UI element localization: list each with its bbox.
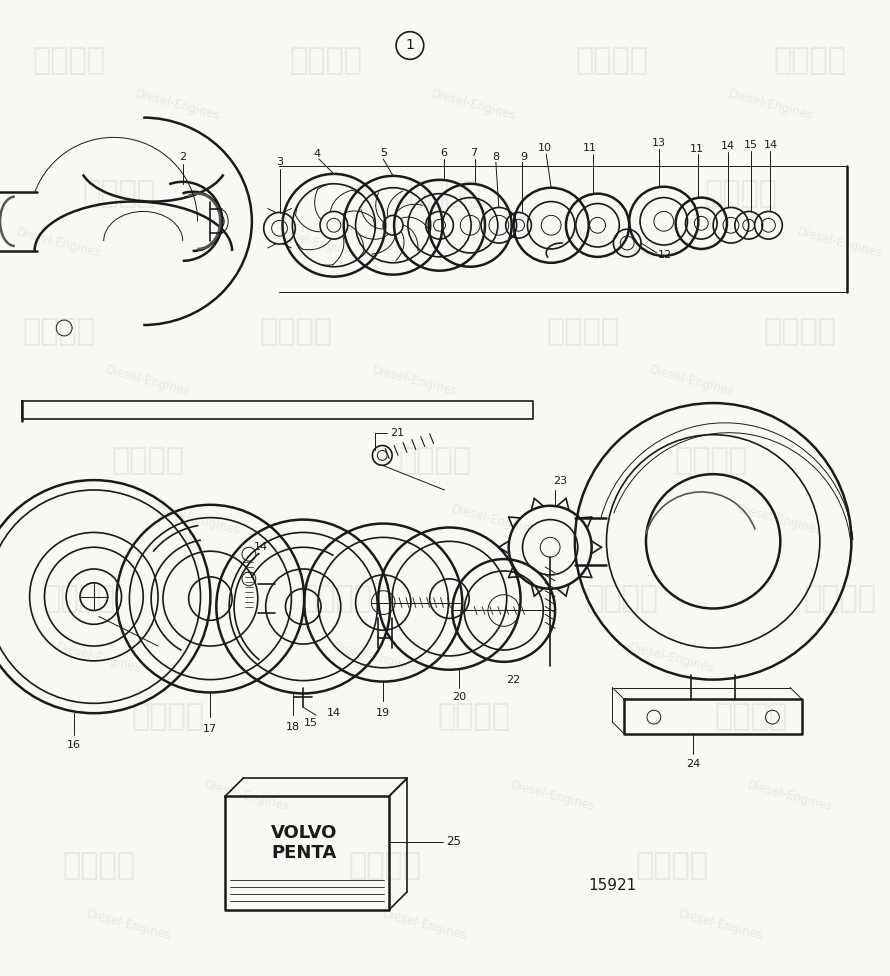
Text: 聚发动力: 聚发动力 [260,317,333,346]
Text: 聚发动力: 聚发动力 [82,180,155,208]
Text: 聚发动力: 聚发动力 [132,703,205,732]
Text: 8: 8 [492,152,499,162]
Text: Diesel-Engines: Diesel-Engines [381,907,469,942]
Text: Diesel-Engines: Diesel-Engines [627,640,716,675]
Text: 11: 11 [583,143,596,153]
Text: 聚发动力: 聚发动力 [586,584,659,613]
Text: 24: 24 [686,758,700,768]
Text: 聚发动力: 聚发动力 [576,46,649,75]
Text: 25: 25 [446,835,461,848]
Text: 聚发动力: 聚发动力 [714,703,787,732]
Text: 聚发动力: 聚发动力 [704,180,777,208]
Text: Diesel-Engines: Diesel-Engines [677,907,765,942]
Text: 10: 10 [538,143,552,153]
Text: Diesel-Engines: Diesel-Engines [15,225,103,261]
Text: 18: 18 [287,722,301,732]
Text: Diesel-Engines: Diesel-Engines [154,502,241,537]
Text: 聚发动力: 聚发动力 [398,446,471,475]
Text: 3: 3 [276,157,283,167]
Text: 19: 19 [376,709,391,718]
Text: 7: 7 [471,148,478,158]
Text: 聚发动力: 聚发动力 [289,46,362,75]
Text: 15921: 15921 [588,877,636,893]
Text: 1: 1 [406,38,415,53]
Text: 聚发动力: 聚发动力 [111,446,184,475]
Text: 14: 14 [764,141,778,150]
Text: 聚发动力: 聚发动力 [764,317,837,346]
Text: 11: 11 [690,144,703,154]
Text: 聚发动力: 聚发动力 [33,46,106,75]
Text: 聚发动力: 聚发动力 [349,851,422,879]
Text: Diesel-Engines: Diesel-Engines [509,779,597,814]
Text: Diesel-Engines: Diesel-Engines [647,364,735,399]
Text: Diesel-Engines: Diesel-Engines [85,907,173,942]
Text: Diesel-Engines: Diesel-Engines [104,364,192,399]
Text: 14: 14 [721,142,735,151]
Text: 17: 17 [203,724,217,734]
Text: 聚发动力: 聚发动力 [803,584,876,613]
Text: 16: 16 [67,740,81,750]
Text: Diesel-Engines: Diesel-Engines [55,640,142,675]
Text: 9: 9 [520,152,527,162]
Text: 6: 6 [440,148,447,158]
Text: 聚发动力: 聚发动力 [299,584,372,613]
Text: 4: 4 [313,149,320,159]
Text: Diesel-Engines: Diesel-Engines [430,87,518,122]
Text: Diesel-Engines: Diesel-Engines [569,225,656,261]
Text: Diesel-Engines: Diesel-Engines [736,502,824,537]
Text: 21: 21 [390,427,404,437]
Text: Diesel-Engines: Diesel-Engines [450,502,538,537]
Text: 22: 22 [506,674,521,684]
Text: 聚发动力: 聚发动力 [675,446,748,475]
Text: 2: 2 [179,152,186,162]
Text: Diesel-Engines: Diesel-Engines [134,87,222,122]
Text: 聚发动力: 聚发动力 [773,46,846,75]
Text: Diesel-Engines: Diesel-Engines [272,225,360,261]
Text: Diesel-Engines: Diesel-Engines [726,87,814,122]
Text: 聚发动力: 聚发动力 [23,317,96,346]
Text: 15: 15 [304,718,318,728]
Text: Diesel-Engines: Diesel-Engines [331,640,419,675]
Text: 聚发动力: 聚发动力 [62,851,135,879]
Text: Diesel-Engines: Diesel-Engines [796,225,884,261]
Text: 20: 20 [452,692,466,703]
Text: Diesel-Engines: Diesel-Engines [203,779,291,814]
Text: VOLVO
PENTA: VOLVO PENTA [271,824,337,862]
Text: 聚发动力: 聚发动力 [635,851,708,879]
Text: 14: 14 [254,543,268,552]
Text: 聚发动力: 聚发动力 [546,317,619,346]
Text: 15: 15 [744,141,757,150]
Text: 聚发动力: 聚发动力 [438,703,511,732]
Text: Diesel-Engines: Diesel-Engines [371,364,458,399]
Text: 聚发动力: 聚发动力 [43,584,116,613]
Text: 聚发动力: 聚发动力 [408,180,481,208]
Text: 12: 12 [658,250,672,260]
Text: 13: 13 [651,139,666,148]
Text: 5: 5 [380,148,387,158]
Text: 23: 23 [553,476,567,486]
Text: Diesel-Engines: Diesel-Engines [746,779,834,814]
Text: 14: 14 [327,709,341,718]
